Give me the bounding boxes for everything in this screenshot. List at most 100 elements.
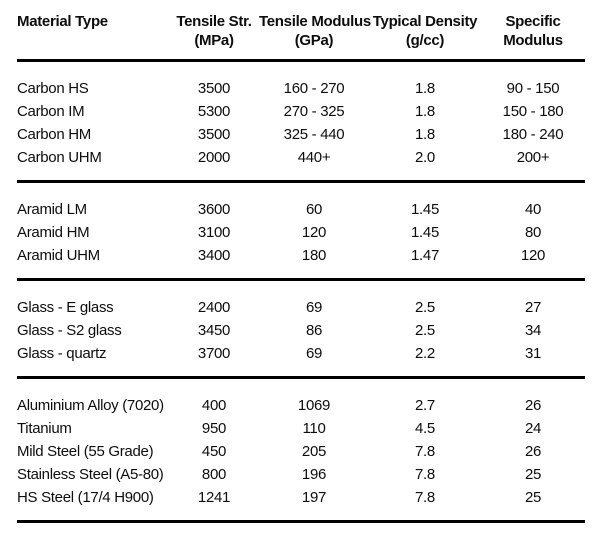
specific-modulus-cell: 25 [524,489,542,506]
tensile-strength-cell: 3500 [197,126,231,143]
density-cell: 1.45 [411,201,439,218]
col-header-line1: Specific [505,13,561,30]
material-name-cell: Glass - S2 glass [17,322,122,339]
specific-modulus-cell: 90 - 150 [506,80,560,97]
header-row: Material Type Tensile Str. (MPa) Tensile… [17,12,585,61]
density-cell: 2.2 [415,345,435,362]
tensile-strength-cell: 3400 [197,247,231,264]
tensile-modulus-cell: 196 [301,466,327,483]
specific-modulus-cell: 40 [524,201,542,218]
tensile-modulus-cell: 69 [305,345,323,362]
density-cell: 2.0 [415,149,435,166]
tensile-strength-cell: 400 [201,397,227,414]
tensile-modulus-cell: 110 [302,420,326,437]
tensile-modulus-cell: 60 [305,201,323,218]
table-row: Aramid LM 3600 60 1.45 40 [17,182,585,222]
material-name-cell: Carbon IM [17,103,85,120]
table-header: Material Type Tensile Str. (MPa) Tensile… [17,12,585,61]
table-row: Aluminium Alloy (7020) 400 1069 2.7 26 [17,378,585,418]
density-cell: 2.7 [415,397,435,414]
tensile-strength-cell: 2000 [197,149,231,166]
tensile-modulus-cell: 120 [301,224,327,241]
specific-modulus-cell: 24 [524,420,542,437]
table-row: Aramid HM 3100 120 1.45 80 [17,221,585,244]
material-name-cell: Glass - E glass [17,299,114,316]
tensile-modulus-cell: 325 - 440 [283,126,345,143]
col-header-line1: Tensile Str. [176,13,252,30]
col-header-typical-density: Typical Density (g/cc) [369,12,481,61]
tensile-modulus-cell: 205 [301,443,327,460]
table-row: Glass - S2 glass 3450 86 2.5 34 [17,319,585,342]
table-row: Aramid UHM 3400 180 1.47 120 [17,244,585,280]
col-header-line1: Material Type [17,13,108,30]
specific-modulus-cell: 200+ [516,149,550,166]
col-header-line1: Typical Density [372,13,478,30]
materials-properties-table: Material Type Tensile Str. (MPa) Tensile… [17,12,585,523]
material-name-cell: Stainless Steel (A5-80) [17,466,164,483]
specific-modulus-cell: 180 - 240 [502,126,564,143]
table-row: HS Steel (17/4 H900) 1241 197 7.8 25 [17,486,585,522]
material-name-cell: Aramid HM [17,224,90,241]
tensile-modulus-cell: 69 [305,299,323,316]
material-name-cell: Aluminium Alloy (7020) [17,397,164,414]
tensile-modulus-cell: 86 [305,322,323,339]
tensile-strength-cell: 1241 [197,489,231,506]
table-row: Carbon HS 3500 160 - 270 1.8 90 - 150 [17,61,585,101]
tensile-strength-cell: 3700 [197,345,231,362]
col-header-tensile-strength: Tensile Str. (MPa) [169,12,259,61]
density-cell: 1.45 [411,224,439,241]
material-name-cell: HS Steel (17/4 H900) [17,489,154,506]
specific-modulus-cell: 150 - 180 [502,103,564,120]
table-row: Stainless Steel (A5-80) 800 196 7.8 25 [17,463,585,486]
specific-modulus-cell: 120 [520,247,546,264]
tensile-strength-cell: 3600 [197,201,231,218]
col-header-material-type: Material Type [17,12,169,61]
density-cell: 2.5 [415,322,435,339]
specific-modulus-cell: 26 [524,443,542,460]
tensile-strength-cell: 3450 [197,322,231,339]
density-cell: 2.5 [415,299,435,316]
tensile-modulus-cell: 160 - 270 [283,80,345,97]
tensile-strength-cell: 950 [201,420,227,437]
density-cell: 4.5 [415,420,435,437]
tensile-strength-cell: 3100 [197,224,231,241]
material-name-cell: Titanium [17,420,72,437]
section-metals: Aluminium Alloy (7020) 400 1069 2.7 26 T… [17,378,585,522]
col-header-unit: (GPa) [294,32,334,49]
table-row: Carbon UHM 2000 440+ 2.0 200+ [17,146,585,182]
tensile-strength-cell: 800 [201,466,227,483]
tensile-modulus-cell: 197 [301,489,327,506]
table-row: Glass - E glass 2400 69 2.5 27 [17,280,585,320]
material-name-cell: Glass - quartz [17,345,107,362]
density-cell: 1.8 [415,103,435,120]
tensile-modulus-cell: 1069 [297,397,331,414]
specific-modulus-cell: 25 [524,466,542,483]
tensile-modulus-cell: 440+ [297,149,331,166]
tensile-strength-cell: 5300 [197,103,231,120]
col-header-tensile-modulus: Tensile Modulus (GPa) [259,12,371,61]
col-header-unit: (g/cc) [405,32,445,49]
specific-modulus-cell: 27 [524,299,542,316]
material-name-cell: Aramid UHM [17,247,100,264]
specific-modulus-cell: 26 [524,397,542,414]
section-carbon: Carbon HS 3500 160 - 270 1.8 90 - 150 Ca… [17,61,585,182]
col-header-line1: Tensile Modulus [259,13,371,30]
specific-modulus-cell: 31 [524,345,542,362]
material-name-cell: Aramid LM [17,201,87,218]
table-row: Carbon IM 5300 270 - 325 1.8 150 - 180 [17,100,585,123]
material-name-cell: Carbon HS [17,80,89,97]
density-cell: 1.8 [415,126,435,143]
density-cell: 1.47 [411,247,439,264]
specific-modulus-cell: 80 [524,224,542,241]
tensile-strength-cell: 2400 [197,299,231,316]
tensile-modulus-cell: 270 - 325 [283,103,345,120]
table-row: Carbon HM 3500 325 - 440 1.8 180 - 240 [17,123,585,146]
col-header-specific-modulus: Specific Modulus [481,12,585,61]
density-cell: 1.8 [415,80,435,97]
table-row: Mild Steel (55 Grade) 450 205 7.8 26 [17,440,585,463]
tensile-strength-cell: 450 [201,443,227,460]
tensile-modulus-cell: 180 [301,247,327,264]
material-name-cell: Mild Steel (55 Grade) [17,443,154,460]
section-aramid: Aramid LM 3600 60 1.45 40 Aramid HM 3100… [17,182,585,280]
density-cell: 7.8 [415,443,435,460]
